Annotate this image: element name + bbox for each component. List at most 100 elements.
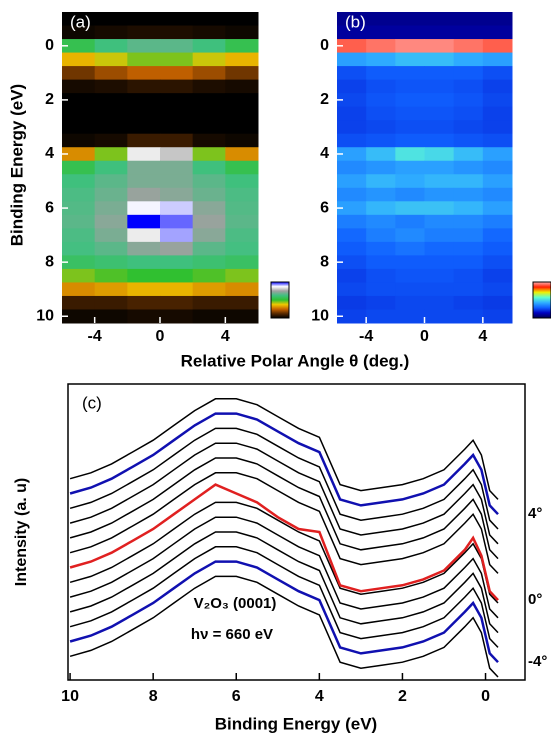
x-tick-label: 0 xyxy=(156,328,165,345)
heatmap-cell xyxy=(127,52,161,67)
heatmap-cell xyxy=(127,147,161,162)
heatmap-cell xyxy=(127,187,161,202)
heatmap-cell xyxy=(424,228,455,243)
heatmap-cell xyxy=(424,309,455,324)
heatmap-cell xyxy=(424,133,455,148)
heatmap-cell xyxy=(337,79,367,94)
heatmap-cell xyxy=(482,295,513,310)
panel-label: (c) xyxy=(82,393,102,412)
heatmap-cell xyxy=(337,93,367,108)
heatmap-cell xyxy=(366,255,396,270)
heatmap-cell xyxy=(94,120,128,135)
heatmap-cell xyxy=(160,295,194,310)
heatmap-cell xyxy=(453,282,484,297)
heatmap-cell xyxy=(482,187,513,202)
heatmap-cell xyxy=(424,39,455,54)
x-tick-label: 0 xyxy=(420,328,429,345)
heatmap-cell xyxy=(62,25,96,40)
heatmap-cell xyxy=(192,282,226,297)
x-tick-label: 0 xyxy=(481,688,490,705)
heatmap-cell xyxy=(192,39,226,54)
heatmap-cell xyxy=(337,147,367,162)
heatmap-cell xyxy=(192,255,226,270)
heatmap-cell xyxy=(94,295,128,310)
heatmap-cell xyxy=(453,214,484,229)
heatmap-cell xyxy=(225,39,259,54)
heatmap-cell xyxy=(225,160,259,175)
spectrum-line xyxy=(69,483,499,601)
heatmap-cell xyxy=(94,214,128,229)
heatmap-cell xyxy=(424,174,455,189)
heatmap-cell xyxy=(337,201,367,216)
heatmap-cell xyxy=(337,309,367,324)
heatmap-cell xyxy=(160,25,194,40)
heatmap-cell xyxy=(160,187,194,202)
heatmap-cell xyxy=(225,174,259,189)
heatmap-cell xyxy=(225,79,259,94)
x-tick-label: -4 xyxy=(88,328,102,345)
y-tick-label: 0 xyxy=(45,37,54,54)
heatmap-cell xyxy=(160,39,194,54)
heatmap-cell xyxy=(192,228,226,243)
heatmap-cell xyxy=(62,160,96,175)
heatmap-cell xyxy=(337,187,367,202)
heatmap-cell xyxy=(482,282,513,297)
heatmap-cell xyxy=(192,268,226,283)
heatmap-cell xyxy=(160,106,194,121)
heatmap-cell xyxy=(482,309,513,324)
heatmap-cell xyxy=(453,255,484,270)
heatmap-cell xyxy=(225,228,259,243)
heatmap-cell xyxy=(62,79,96,94)
heatmap-cell xyxy=(395,147,425,162)
heatmap-cell xyxy=(482,160,513,175)
heatmap-cell xyxy=(424,295,455,310)
heatmap-cell xyxy=(94,133,128,148)
heatmap-cell xyxy=(192,147,226,162)
colorbar xyxy=(270,281,290,319)
heatmap-cell xyxy=(160,201,194,216)
heatmap-cell xyxy=(127,309,161,324)
x-axis-label: Relative Polar Angle θ (deg.) xyxy=(181,351,410,370)
heatmap-cell xyxy=(482,66,513,81)
heatmap-cell xyxy=(225,282,259,297)
heatmap-cell xyxy=(192,174,226,189)
annotation: hν = 660 eV xyxy=(191,626,273,643)
heatmap-cell xyxy=(395,255,425,270)
heatmap-cell xyxy=(453,66,484,81)
series-label: 0° xyxy=(528,591,542,608)
heatmap-cell xyxy=(94,79,128,94)
heatmap-cell xyxy=(127,39,161,54)
heatmap-cell xyxy=(424,282,455,297)
heatmap-cell xyxy=(424,120,455,135)
spectrum-line xyxy=(69,457,499,560)
heatmap-cell xyxy=(225,106,259,121)
heatmap-cell xyxy=(395,187,425,202)
spectrum-line xyxy=(69,472,499,574)
spectrum-line xyxy=(69,398,499,500)
heatmap-cell xyxy=(366,268,396,283)
y-axis-label: Binding Energy (eV) xyxy=(7,84,26,246)
heatmap-cell xyxy=(94,66,128,81)
spectrum-line xyxy=(69,546,499,648)
heatmap-cell xyxy=(160,12,194,27)
heatmap-cell xyxy=(192,106,226,121)
heatmap-cell xyxy=(225,241,259,256)
panel-label: (b) xyxy=(345,12,366,31)
heatmap-cell xyxy=(127,295,161,310)
heatmap-cell xyxy=(62,93,96,108)
y-tick-label: 4 xyxy=(45,145,54,162)
heatmap-cell xyxy=(395,39,425,54)
heatmap-cell xyxy=(482,12,513,27)
y-tick-label: 10 xyxy=(36,307,54,324)
heatmap-cell xyxy=(453,12,484,27)
heatmap-cell xyxy=(62,133,96,148)
heatmap-cell xyxy=(192,93,226,108)
heatmap-cell xyxy=(395,160,425,175)
heatmap-cell xyxy=(453,228,484,243)
heatmap-cell xyxy=(225,255,259,270)
series-label: -4° xyxy=(528,653,547,670)
heatmap-cell xyxy=(160,268,194,283)
heatmap-cell xyxy=(192,52,226,67)
heatmap-cell xyxy=(160,214,194,229)
heatmap-cell xyxy=(482,120,513,135)
